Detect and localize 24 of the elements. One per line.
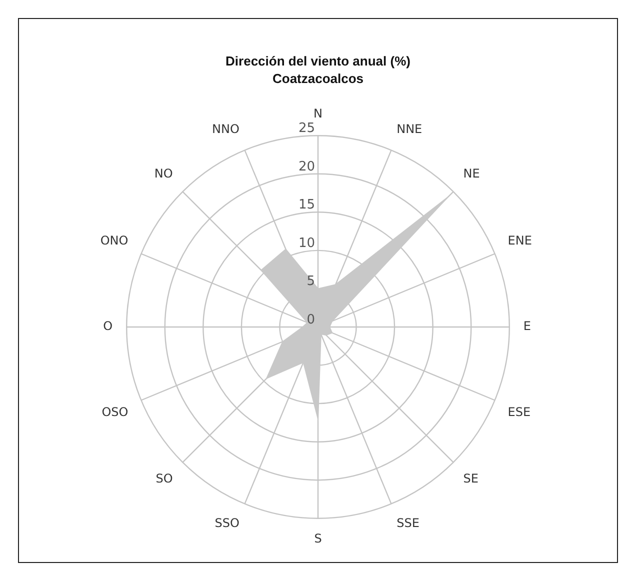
spoke-label: N [314,106,322,121]
spoke-label: SSE [396,516,420,530]
y-tick-label: 0 [306,312,315,328]
spoke-label: O [103,319,113,334]
chart-subtitle: Coatzacoalcos [272,70,364,86]
spoke-label: NNE [396,122,422,136]
y-tick-label: 5 [306,274,315,290]
spoke-label: OSO [102,404,128,419]
spoke-label: ESE [508,404,531,419]
y-tick-label: 20 [298,159,315,174]
y-tick-label: 15 [298,198,315,213]
spoke-label: E [523,319,531,334]
spoke-label: NE [463,166,480,181]
spoke-label: NNO [212,122,240,136]
spoke-label: SE [463,472,478,486]
y-tick-label: 10 [298,236,315,251]
spoke-label: ENE [508,233,532,248]
spoke-label: SSO [214,516,240,530]
y-tick-label: 25 [298,120,315,136]
spoke-label: S [314,532,322,546]
spoke-label: SO [156,472,173,486]
spoke-label: ONO [100,233,128,248]
spoke-label: NO [154,166,173,181]
chart-title: Dirección del viento anual (%) [226,53,410,68]
